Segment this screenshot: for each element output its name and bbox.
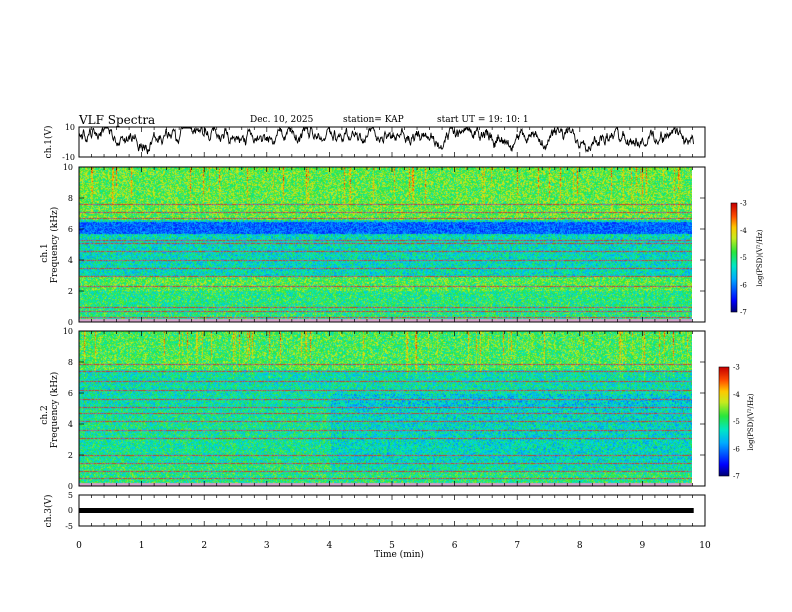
ch2-colorbar-tick-label: -4 bbox=[733, 391, 740, 399]
start-time-label: start UT = 19: 10: 1 bbox=[437, 115, 529, 125]
x-tick-label: 1 bbox=[139, 541, 145, 551]
ch2-colorbar-tick-label: -5 bbox=[733, 418, 740, 426]
ch1-colorbar-tick-label: -7 bbox=[740, 309, 747, 317]
ch2-colorbar-gradient bbox=[719, 367, 729, 476]
ch2-colorbar-label: log(PSD)(V²/Hz) bbox=[747, 393, 755, 450]
x-tick-label: 4 bbox=[327, 541, 333, 551]
ch1-waveform-trace bbox=[78, 126, 694, 155]
ch1-colorbar-label: log(PSD)(V²/Hz) bbox=[756, 229, 764, 286]
station-label: station= KAP bbox=[343, 115, 404, 125]
x-tick-label: 5 bbox=[389, 541, 395, 551]
ch2-spectrogram-panel: 0 2 4 6 8 10 ch.2 Frequency (kHz) bbox=[40, 327, 706, 491]
ch1-waveform-panel: 10 -10 ch.1(V) bbox=[43, 123, 706, 162]
ch1-waveform-line bbox=[78, 126, 694, 155]
ch1-ytick-label: 10 bbox=[65, 123, 75, 132]
ch1-colorbar-tick-label: -6 bbox=[740, 281, 747, 289]
x-tick-label: 3 bbox=[264, 541, 270, 551]
ch2-spec-ytick-label: 8 bbox=[68, 358, 73, 367]
ch2-colorbar-frame bbox=[718, 366, 730, 477]
ch1-colorbar: -3 -4 -5 -6 -7 log(PSD)(V²/Hz) bbox=[730, 200, 764, 317]
ch1-colorbar-tick-label: -5 bbox=[740, 254, 747, 262]
ch1-spec-ylabel-line1: ch.1 bbox=[40, 243, 50, 262]
ch1-colorbar-tick-label: -4 bbox=[740, 227, 747, 235]
ch1-spec-ytick-label: 4 bbox=[68, 256, 73, 265]
x-tick-label: 7 bbox=[514, 541, 520, 551]
x-axis-label: Time (min) bbox=[374, 549, 424, 560]
ch2-spec-ylabel-line1: ch.2 bbox=[40, 405, 50, 424]
ch1-spectrogram-panel: 0 2 4 6 8 10 ch.1 Frequency (kHz) bbox=[40, 163, 706, 327]
ch3-signal-panel: 5 0 -5 ch.3(V) bbox=[43, 491, 706, 531]
ch1-spec-ytick-label: 0 bbox=[68, 318, 73, 327]
ch2-spec-ytick-label: 0 bbox=[68, 482, 73, 491]
ch2-spec-ytick-label: 2 bbox=[68, 451, 73, 460]
x-tick-label: 2 bbox=[201, 541, 207, 551]
ch3-ytick-label: -5 bbox=[65, 522, 73, 531]
ch3-ytick-label: 5 bbox=[68, 491, 73, 500]
ch3-ylabel: ch.3(V) bbox=[43, 495, 54, 528]
ch1-spectrogram-image bbox=[79, 167, 692, 322]
ch2-colorbar-tick-label: -3 bbox=[733, 364, 740, 372]
ch1-ylabel: ch.1(V) bbox=[43, 126, 54, 159]
ch2-spec-ytick-label: 10 bbox=[63, 327, 73, 336]
ch1-colorbar-tick-label: -3 bbox=[740, 200, 747, 208]
x-axis-tick-labels: 0 1 2 3 4 5 6 7 8 9 10 bbox=[76, 541, 711, 551]
ch1-spec-ytick-label: 8 bbox=[68, 194, 73, 203]
ch2-spec-ylabel-line2: Frequency (kHz) bbox=[49, 372, 60, 449]
x-tick-label: 0 bbox=[76, 541, 82, 551]
ch1-colorbar-gradient bbox=[731, 203, 737, 312]
ch3-ytick-label: 0 bbox=[68, 506, 73, 515]
x-tick-label: 8 bbox=[577, 541, 583, 551]
ch2-spec-ytick-label: 6 bbox=[68, 389, 73, 398]
x-tick-label: 10 bbox=[699, 541, 711, 551]
ch1-spec-ytick-label: 6 bbox=[68, 225, 73, 234]
ch1-spec-ytick-label: 2 bbox=[68, 287, 73, 296]
ch1-spec-ylabel-line2: Frequency (kHz) bbox=[49, 207, 60, 284]
x-tick-label: 9 bbox=[640, 541, 646, 551]
ch1-ytick-label: -10 bbox=[62, 153, 75, 162]
ch2-colorbar-tick-label: -7 bbox=[733, 473, 740, 481]
ch2-spec-ytick-label: 4 bbox=[68, 420, 73, 429]
ch3-signal-band bbox=[79, 508, 694, 513]
ch1-colorbar-frame bbox=[730, 202, 738, 313]
ch1-spec-ytick-label: 10 bbox=[63, 163, 73, 172]
ch2-colorbar-tick-label: -6 bbox=[733, 445, 740, 453]
date-label: Dec. 10, 2025 bbox=[250, 115, 314, 125]
ch2-colorbar: -3 -4 -5 -6 -7 log(PSD)(V²/Hz) bbox=[718, 364, 755, 481]
figure-title: VLF Spectra bbox=[79, 113, 156, 127]
x-tick-label: 6 bbox=[452, 541, 458, 551]
ch2-spectrogram-image bbox=[79, 331, 692, 486]
